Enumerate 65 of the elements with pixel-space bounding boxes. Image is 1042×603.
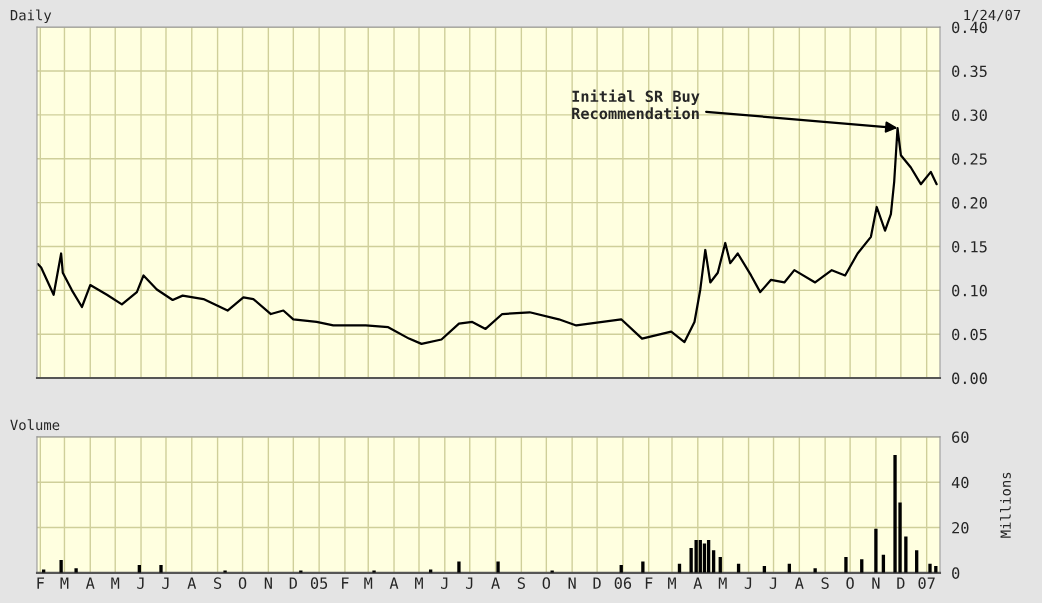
y-tick-label: 0: [952, 567, 960, 579]
bar: [641, 561, 645, 573]
x-tick-label: N: [568, 577, 576, 589]
x-tick-label: J: [137, 577, 144, 589]
x-tick-label: D: [897, 577, 905, 589]
x-tick-label: J: [441, 577, 448, 589]
x-tick-label: D: [289, 577, 297, 589]
y-tick-label: 0.10: [952, 284, 987, 297]
x-tick-label: D: [593, 577, 601, 589]
x-tick-label: J: [162, 577, 169, 589]
bar: [496, 561, 500, 573]
x-tick-label: M: [415, 577, 423, 589]
bar: [159, 564, 163, 573]
x-tick-label: F: [342, 577, 349, 589]
bar: [59, 559, 63, 573]
x-tick-label: 06: [614, 577, 632, 589]
x-tick-label: N: [264, 577, 272, 589]
x-tick-label: M: [111, 577, 120, 589]
y-tick-label: 20: [952, 522, 969, 534]
bar: [457, 561, 461, 573]
x-tick-label: A: [693, 577, 703, 589]
x-tick-label: J: [465, 577, 473, 589]
chart-title: Daily: [10, 9, 52, 24]
bar: [928, 563, 932, 573]
x-tick-label: 05: [310, 577, 328, 589]
x-tick-label: S: [517, 577, 525, 589]
y-tick-label: 0.05: [952, 328, 987, 341]
x-tick-label: O: [542, 577, 551, 589]
y-tick-label: 40: [951, 476, 969, 489]
x-tick-label: A: [491, 577, 500, 589]
x-tick-label: O: [238, 577, 247, 589]
y-tick-label: 0.15: [952, 240, 987, 253]
x-tick-label: S: [214, 577, 222, 589]
x-tick-label: A: [187, 577, 197, 589]
x-tick-label: 07: [918, 577, 935, 589]
x-tick-label: F: [37, 577, 45, 589]
bar: [874, 528, 878, 573]
x-tick-label: J: [744, 577, 752, 589]
y-tick-label: 0.00: [952, 372, 987, 385]
x-tick-label: A: [85, 577, 95, 589]
x-tick-label: N: [872, 577, 880, 589]
y-tick-label: 0.35: [952, 65, 987, 78]
bar: [74, 568, 78, 573]
x-tick-label: A: [389, 577, 399, 589]
x-tick-label: J: [769, 577, 777, 589]
x-tick-label: M: [718, 577, 727, 589]
y-tick-label: 0.20: [952, 197, 987, 209]
y-axis-title: Millions: [1000, 472, 1011, 538]
x-tick-label: F: [645, 577, 653, 589]
bar: [813, 568, 817, 573]
y-tick-label: 0.30: [952, 109, 987, 121]
x-tick-label: S: [821, 577, 829, 589]
bar: [844, 556, 848, 573]
x-tick-label: M: [668, 577, 676, 589]
y-tick-label: 0.40: [952, 21, 987, 34]
bar: [904, 536, 908, 573]
chart-title: Volume: [10, 419, 60, 431]
text: 1/24/07: [964, 9, 1021, 22]
y-tick-label: 0.25: [952, 153, 987, 165]
y-tick-label: 60: [952, 431, 969, 443]
x-tick-label: M: [60, 577, 69, 589]
x-tick-label: O: [846, 577, 854, 589]
annotation: Initial SR Buy Recommendation: [572, 89, 700, 120]
x-tick-label: A: [795, 577, 804, 589]
x-tick-label: M: [364, 577, 373, 589]
